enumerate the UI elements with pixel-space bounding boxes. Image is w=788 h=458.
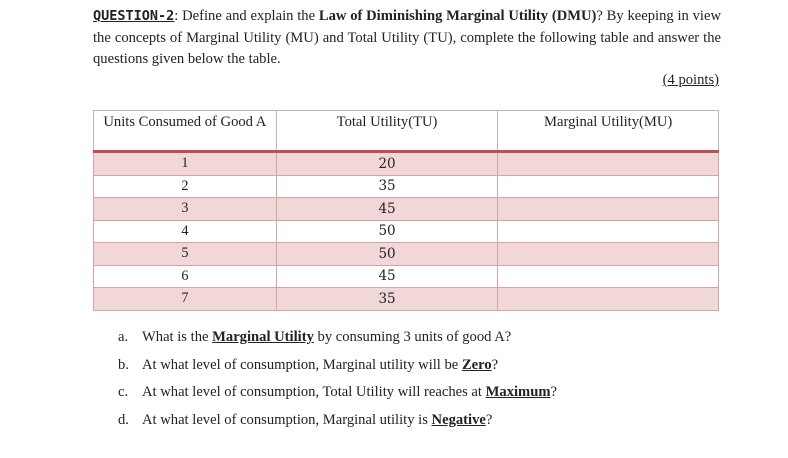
- question-paragraph: QUESTION-2: Define and explain the Law o…: [93, 6, 721, 71]
- question-text-end: ?: [485, 411, 493, 428]
- units-cell: 7: [93, 287, 277, 311]
- question-text-end: ?: [491, 356, 499, 373]
- tu-cell: 35: [275, 174, 499, 198]
- units-cell: 5: [93, 242, 277, 266]
- mu-cell[interactable]: [497, 242, 719, 266]
- question-text: At what level of consumption, Total Util…: [142, 384, 486, 400]
- mu-cell[interactable]: [497, 174, 719, 198]
- units-cell: 3: [93, 197, 277, 221]
- mu-cell[interactable]: [497, 264, 719, 288]
- question-emphasis: Zero: [461, 356, 492, 373]
- question-text-end: ?: [550, 384, 557, 400]
- mu-cell[interactable]: [497, 219, 719, 243]
- table-row: 4 50: [93, 219, 719, 243]
- question-label-suffix: :: [174, 8, 179, 24]
- question-text-after: ? By keeping in view the concepts of Mar…: [93, 8, 721, 67]
- table-header-row: Units Consumed of Good A Total Utility(T…: [93, 110, 719, 153]
- units-cell: 4: [93, 219, 277, 243]
- table-row: 7 35: [93, 287, 719, 311]
- question-letter: b.: [118, 356, 129, 373]
- units-cell: 2: [93, 174, 277, 198]
- tu-cell: 35: [275, 287, 499, 311]
- question-text-before: Define and explain the: [178, 8, 319, 24]
- mu-cell[interactable]: [497, 197, 719, 221]
- tu-cell: 45: [275, 197, 499, 221]
- question-text: At what level of consumption, Marginal u…: [142, 411, 432, 428]
- question-emphasis: Maximum: [485, 384, 551, 400]
- header-marginal-utility: Marginal Utility(MU): [497, 110, 719, 153]
- question-emphasis: Negative: [431, 411, 486, 428]
- header-units: Units Consumed of Good A: [93, 110, 277, 153]
- table-row: 2 35: [93, 174, 719, 198]
- tu-cell: 50: [275, 242, 499, 266]
- units-cell: 6: [93, 264, 277, 288]
- question-item-c: c. At what level of consumption, Total Ut…: [118, 382, 557, 410]
- question-item-b: b. At what level of consumption, Marginal…: [118, 355, 557, 383]
- mu-cell[interactable]: [497, 287, 719, 311]
- question-letter: c.: [118, 384, 129, 400]
- table-row: 5 50: [93, 242, 719, 266]
- question-text: What is the: [142, 329, 213, 345]
- question-emphasis: Marginal Utility: [212, 329, 314, 345]
- question-text-end: by consuming 3 units of good A?: [313, 329, 512, 345]
- tu-cell: 50: [275, 219, 499, 243]
- table-row: 6 45: [93, 264, 719, 288]
- question-bold-term: Law of Diminishing Marginal Utility (DMU…: [318, 8, 597, 24]
- table-row: 3 45: [93, 197, 719, 221]
- units-cell: 1: [93, 151, 277, 176]
- question-item-a: a. What is the Marginal Utility by consum…: [118, 327, 557, 355]
- question-item-d: d. At what level of consumption, Marginal…: [118, 410, 557, 438]
- question-text: At what level of consumption, Marginal u…: [142, 356, 462, 373]
- question-letter: d.: [118, 411, 129, 428]
- utility-table: Units Consumed of Good A Total Utility(T…: [93, 110, 719, 311]
- table-row: 1 20: [93, 151, 719, 176]
- tu-cell: 45: [275, 264, 499, 288]
- tu-cell: 20: [275, 151, 499, 176]
- mu-cell[interactable]: [497, 151, 719, 176]
- points-label: (4 points): [662, 72, 719, 88]
- header-total-utility: Total Utility(TU): [275, 110, 499, 153]
- questions-list: a. What is the Marginal Utility by consum…: [118, 327, 557, 437]
- question-label: QUESTION-2: [93, 8, 175, 24]
- question-letter: a.: [118, 329, 129, 345]
